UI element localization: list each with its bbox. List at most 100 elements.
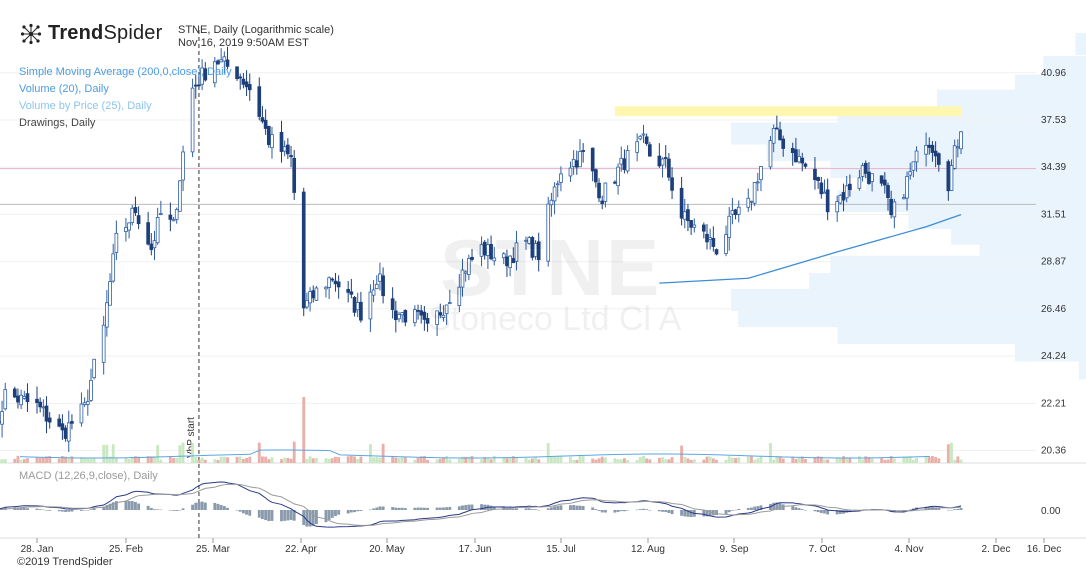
volume-bar [238,456,242,463]
volume-bar [819,456,823,463]
macd-histogram-bar [645,509,649,510]
macd-histogram-bar [648,510,652,511]
volume-bar [3,459,7,463]
volume-bar [591,458,595,463]
volume-bar [222,456,226,463]
candle-body [314,287,319,301]
candle-body [219,59,223,63]
macd-histogram-bar [105,505,109,510]
indicator-legend: Simple Moving Average (200,0,close), Dai… [19,64,232,132]
candle-body [819,182,824,195]
time-tick-label: 2. Dec [982,544,1011,555]
candle-body [324,286,328,290]
candle-body [63,427,68,439]
candle-body [368,291,373,320]
candle-body [57,418,62,427]
candle-body [870,173,874,182]
volume-bar [886,459,890,463]
macd-histogram-bar [575,505,579,510]
brand-logo: TrendSpider [20,22,162,45]
macd-histogram-bar [442,507,445,510]
volume-bar [372,457,376,463]
candle-body [89,379,93,401]
candle-body [924,144,928,155]
macd-histogram-bar [924,506,928,510]
volume-bar [953,459,957,463]
legend-sma[interactable]: Simple Moving Average (200,0,close), Dai… [19,66,232,78]
candle-body [438,312,443,316]
macd-histogram-bar [457,506,461,510]
candle-body [470,256,474,260]
candle-body [781,138,786,149]
volume-bar [35,457,39,463]
volume-bar [616,459,620,463]
macd-histogram-bar [530,509,534,510]
volume-bar [769,442,772,463]
volume-bar [26,458,29,463]
legend-volume[interactable]: Volume (20), Daily [19,83,109,95]
volume-bar [149,456,153,463]
macd-histogram-bar [60,510,64,512]
macd-histogram-bar [270,510,274,521]
volume-bar [648,459,652,463]
macd-histogram-bar [397,507,401,510]
macd-histogram-bar [467,504,471,510]
volume-bar [245,457,249,463]
macd-histogram-bar [324,510,328,523]
time-tick-label: 25. Feb [109,544,143,555]
volume-bar [508,458,512,463]
candle-body [667,158,671,178]
volume-bar [203,459,207,463]
volume-bar [219,456,223,463]
candle-body [835,201,840,213]
volume-bar [426,459,429,463]
macd-histogram-bar [927,506,931,510]
macd-histogram-bar [489,505,493,510]
volume-bar [505,458,509,463]
volume-bar [823,459,826,463]
legend-vbp[interactable]: Volume by Price (25), Daily [19,100,152,112]
volume-bar [102,444,106,463]
volume-bar [191,443,195,463]
volume-bar [375,457,379,463]
volume-bar [791,456,795,463]
candle-body [514,242,519,262]
resistance-zone: VbP start [0,30,1036,538]
volume-bar [594,459,598,463]
volume-bar [715,459,718,463]
macd-histogram-bar [22,507,26,510]
macd-histogram-bar [349,510,353,513]
candle-body [381,275,385,297]
macd-histogram-bar [403,508,407,510]
macd-histogram-bar [419,507,423,510]
volume-bar [759,456,763,463]
candle-body [25,393,30,403]
candle-body [930,144,935,153]
macd-histogram-bar [515,508,518,510]
macd-histogram-bar [330,510,334,518]
candle-body [933,150,938,157]
legend-drawings[interactable]: Drawings, Daily [19,117,96,129]
macd-histogram-bar [569,505,572,510]
candle-body [266,125,271,145]
volume-bar [270,457,274,463]
macd-histogram-bar [534,509,537,510]
macd-histogram-bar [391,507,395,510]
macd-histogram-bar [238,510,242,512]
candle-body [613,181,617,184]
volume-bar [915,457,918,463]
macd-histogram-bar [356,510,360,512]
candle-body [790,147,795,153]
candle-body [581,150,585,152]
volume-bar [937,458,941,463]
time-tick-label: 4. Nov [895,544,924,555]
macd-label[interactable]: MACD (12,26,9,close), Daily [19,470,158,482]
macd-histogram-bar [657,510,661,512]
price-tick-label: 22.21 [1041,398,1066,409]
volume-bar [902,456,906,463]
volume-bar [172,458,175,463]
candle-body [393,310,398,321]
vbp-bar [837,322,1086,345]
candle-body [616,166,620,187]
